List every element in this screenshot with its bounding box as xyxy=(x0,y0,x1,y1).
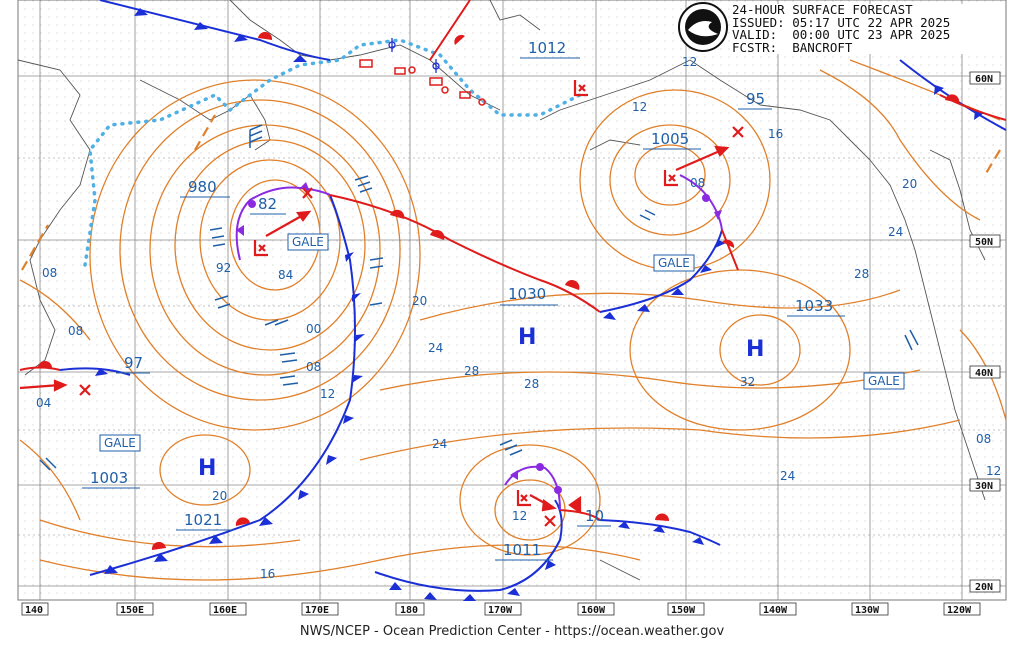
svg-text:28: 28 xyxy=(854,267,869,281)
isobar-value-labels: 08 08 04 92 84 00 08 12 20 24 28 28 24 2… xyxy=(36,55,1001,581)
svg-text:08: 08 xyxy=(42,266,57,280)
header-title: 24-HOUR SURFACE FORECAST xyxy=(732,2,913,17)
svg-text:GALE: GALE xyxy=(292,235,324,249)
svg-text:20: 20 xyxy=(412,294,427,308)
svg-text:24: 24 xyxy=(780,469,795,483)
svg-text:170E: 170E xyxy=(305,605,329,616)
center-value: 1033 xyxy=(795,297,833,315)
svg-text:00: 00 xyxy=(306,322,321,336)
high-center: H xyxy=(518,325,536,350)
svg-text:12: 12 xyxy=(512,509,527,523)
svg-text:92: 92 xyxy=(216,261,231,275)
svg-text:16: 16 xyxy=(260,567,275,581)
pressure-labels: 980 97 1012 95 xyxy=(116,39,772,374)
longitude-labels: 140 150E 160E 170E 180 170W 160W 150W 14… xyxy=(21,602,981,616)
svg-text:140: 140 xyxy=(25,605,43,616)
svg-text:08: 08 xyxy=(690,176,705,190)
center-value: 82 xyxy=(258,195,277,213)
center-value: 1005 xyxy=(651,130,689,148)
center-value: 1011 xyxy=(503,541,541,559)
isobars xyxy=(19,59,1007,581)
header-issued: ISSUED: 05:17 UTC 22 APR 2025 xyxy=(732,14,951,30)
svg-text:24: 24 xyxy=(888,225,903,239)
svg-text:97: 97 xyxy=(124,354,143,372)
high-center: H xyxy=(198,456,216,481)
svg-text:1012: 1012 xyxy=(528,39,566,57)
gale-warnings: GALE GALE GALE GALE xyxy=(99,233,905,452)
ice-warning-symbols xyxy=(359,59,486,106)
svg-text:120W: 120W xyxy=(947,605,972,616)
coastlines xyxy=(17,0,986,581)
occluded-symbols xyxy=(236,182,722,494)
cold-front-barbs xyxy=(95,8,984,601)
svg-text:08: 08 xyxy=(68,324,83,338)
center-value: 1021 xyxy=(184,511,222,529)
center-value: 1003 xyxy=(90,469,128,487)
svg-text:24: 24 xyxy=(432,437,447,451)
ice-freezing-spray-symbols xyxy=(388,38,440,73)
svg-text:150W: 150W xyxy=(671,605,696,616)
svg-text:20N: 20N xyxy=(975,582,993,593)
svg-text:150E: 150E xyxy=(120,605,144,616)
header-forecaster: FCSTR: BANCROFT xyxy=(732,39,853,55)
svg-text:60N: 60N xyxy=(975,74,993,85)
svg-text:50N: 50N xyxy=(975,237,993,248)
center-value: 10 xyxy=(585,507,604,525)
forecast-header: 24-HOUR SURFACE FORECAST ISSUED: 05:17 UT… xyxy=(732,2,1002,55)
svg-text:12: 12 xyxy=(320,387,335,401)
center-value: 1030 xyxy=(508,285,546,303)
warm-front-bumps xyxy=(38,31,960,550)
svg-text:12: 12 xyxy=(682,55,697,69)
header-valid: VALID: 00:00 UTC 23 APR 2025 xyxy=(732,27,951,42)
svg-text:30N: 30N xyxy=(975,481,993,492)
svg-text:12: 12 xyxy=(632,100,647,114)
warm-fronts xyxy=(19,0,1007,521)
svg-text:GALE: GALE xyxy=(658,256,690,270)
svg-text:GALE: GALE xyxy=(104,436,136,450)
svg-text:04: 04 xyxy=(36,396,51,410)
troughs xyxy=(21,114,1001,271)
svg-text:GALE: GALE xyxy=(868,374,900,388)
svg-text:08: 08 xyxy=(306,360,321,374)
lat-lon-grid xyxy=(18,0,1006,600)
svg-text:130W: 130W xyxy=(855,605,880,616)
svg-text:980: 980 xyxy=(188,178,217,196)
svg-text:12: 12 xyxy=(986,464,1001,478)
svg-text:16: 16 xyxy=(768,127,783,141)
svg-text:20: 20 xyxy=(902,177,917,191)
pressure-centers: 1003 H 1021 H 1030 H 1033 82 1005 1011 1… xyxy=(82,130,845,561)
svg-text:180: 180 xyxy=(400,605,418,616)
svg-text:95: 95 xyxy=(746,90,765,108)
svg-text:170W: 170W xyxy=(488,605,513,616)
svg-text:08: 08 xyxy=(976,432,991,446)
wind-barbs xyxy=(39,124,919,471)
svg-text:28: 28 xyxy=(524,377,539,391)
svg-text:20: 20 xyxy=(212,489,227,503)
svg-text:160E: 160E xyxy=(213,605,237,616)
svg-text:28: 28 xyxy=(464,364,479,378)
high-center: H xyxy=(746,337,764,362)
svg-text:24: 24 xyxy=(428,341,443,355)
latitude-labels: 60N 50N 40N 30N 20N xyxy=(969,71,1001,593)
svg-text:40N: 40N xyxy=(975,368,993,379)
svg-text:32: 32 xyxy=(740,375,755,389)
footer-credit: NWS/NCEP - Ocean Prediction Center - htt… xyxy=(299,624,725,639)
low-center-markers xyxy=(19,80,744,527)
svg-text:160W: 160W xyxy=(581,605,606,616)
svg-text:84: 84 xyxy=(278,268,293,282)
noaa-logo xyxy=(678,2,728,52)
svg-text:140W: 140W xyxy=(763,605,788,616)
